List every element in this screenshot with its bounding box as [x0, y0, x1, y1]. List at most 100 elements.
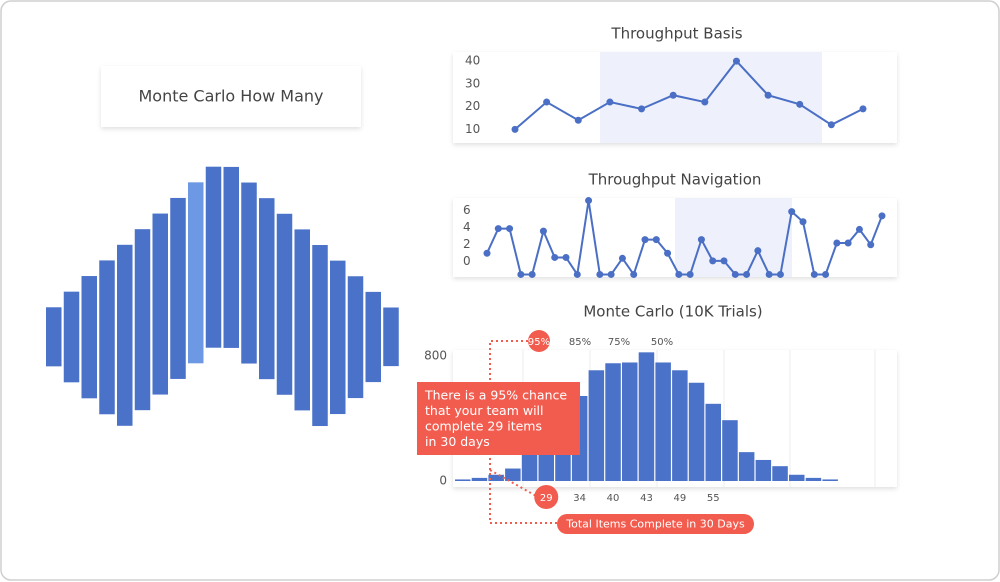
y-tick-label: 2 [463, 237, 471, 251]
y-tick-label: 4 [463, 220, 471, 234]
bar [722, 420, 738, 481]
y-tick-label: 0 [439, 474, 447, 488]
selection-band [600, 52, 822, 143]
point [675, 270, 683, 278]
point [743, 270, 751, 278]
point [669, 91, 677, 99]
logo-bar [241, 182, 257, 364]
point [788, 208, 796, 216]
point [855, 225, 863, 233]
point [607, 270, 615, 278]
logo-bar [170, 197, 186, 379]
point [585, 197, 593, 205]
logo-bar [294, 229, 310, 411]
point [754, 247, 762, 255]
bar [622, 362, 638, 481]
point [776, 270, 784, 278]
y-tick-label: 800 [424, 349, 447, 363]
chart-title: Throughput Navigation [588, 171, 762, 189]
point [641, 236, 649, 244]
chart-title: Throughput Basis [610, 25, 742, 43]
bar [705, 403, 721, 481]
logo [46, 166, 399, 427]
bar [822, 479, 838, 481]
point [562, 253, 570, 261]
logo-bar [383, 307, 399, 367]
point [596, 270, 604, 278]
logo-bar [188, 182, 204, 364]
percentile-label: 85% [569, 337, 591, 348]
point [844, 239, 852, 247]
callout-box [417, 382, 580, 455]
point [697, 236, 705, 244]
point [764, 91, 772, 99]
bar [505, 468, 521, 481]
bar [772, 466, 788, 481]
point [494, 225, 502, 233]
point [822, 270, 830, 278]
point [528, 270, 536, 278]
bar [688, 382, 705, 481]
point [701, 98, 709, 106]
point [573, 270, 581, 278]
logo-bar [312, 245, 328, 427]
bar [738, 452, 755, 481]
point [618, 254, 626, 262]
percentile-badge [528, 330, 550, 352]
bar [638, 352, 655, 481]
logo-bar [259, 198, 275, 380]
y-tick-label: 10 [465, 122, 480, 136]
point [765, 270, 773, 278]
logo-bar [134, 229, 151, 411]
callout-text: that your team will [425, 403, 543, 418]
callout-text: in 30 days [425, 434, 490, 449]
bar [488, 474, 504, 481]
callout-text: complete 29 items [425, 419, 542, 434]
logo-bar [365, 291, 381, 383]
point [511, 125, 519, 133]
x-tick-label: 43 [640, 493, 653, 504]
point [720, 257, 728, 265]
point [606, 98, 614, 106]
bar [588, 370, 605, 481]
brand-title: Monte Carlo How Many [138, 87, 323, 106]
point [833, 239, 841, 247]
point [732, 57, 740, 65]
point [686, 270, 694, 278]
y-tick-label: 30 [465, 76, 480, 90]
logo-bar [330, 260, 346, 415]
logo-bar [63, 291, 80, 383]
chart-title: Monte Carlo (10K Trials) [583, 303, 762, 321]
point [709, 257, 717, 265]
y-tick-label: 20 [465, 99, 480, 113]
point [517, 270, 525, 278]
percentile-label: 95% [528, 337, 550, 348]
x-tick-label: 40 [607, 493, 620, 504]
x-label-pill [557, 514, 754, 534]
point [574, 116, 582, 124]
guide-line [489, 340, 557, 524]
bar [789, 474, 805, 481]
point [543, 98, 551, 106]
point [638, 105, 646, 113]
point [506, 225, 514, 233]
point [539, 227, 547, 235]
bar [455, 479, 471, 481]
y-tick-label: 0 [463, 254, 471, 268]
point [652, 236, 660, 244]
point [483, 249, 491, 257]
x-axis-label: Total Items Complete in 30 Days [565, 518, 745, 531]
point [664, 249, 672, 257]
bar [605, 363, 621, 481]
callout-text: There is a 95% chance [424, 388, 567, 403]
y-tick-label: 6 [463, 203, 471, 217]
percentile-label: 50% [651, 337, 673, 348]
logo-bar [347, 276, 364, 399]
percentile-label: 75% [608, 337, 630, 348]
bar [672, 370, 688, 481]
logo-bar [223, 166, 239, 348]
bar [655, 362, 671, 481]
point [796, 100, 804, 108]
logo-bar [117, 244, 133, 426]
